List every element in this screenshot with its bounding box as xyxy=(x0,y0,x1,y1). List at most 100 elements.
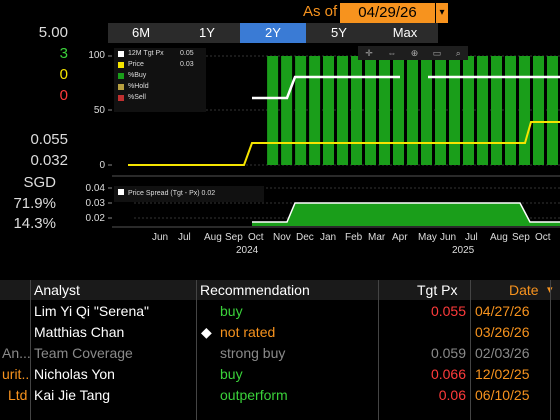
tab-max[interactable]: Max xyxy=(392,25,418,40)
col-divider xyxy=(378,280,379,420)
analyst-row[interactable]: Lim Yi Qi "Serena" buy 0.055 04/27/26 xyxy=(0,301,560,322)
currency-label: SGD xyxy=(23,174,56,191)
firm-cell xyxy=(2,322,30,342)
x-tick-label: Oct xyxy=(248,232,264,243)
pan-icon[interactable]: ⇔ xyxy=(387,48,397,58)
y-tick-0: 0 xyxy=(99,160,105,171)
percent-other-value: 14.3% xyxy=(13,215,56,232)
year-2025: 2025 xyxy=(452,245,475,256)
buy-bar xyxy=(505,56,516,165)
x-tick-label: Mar xyxy=(368,232,386,243)
col-divider xyxy=(30,280,31,420)
y2-tick-003: 0.03 xyxy=(86,198,106,209)
date-dropdown-icon[interactable]: ▾ xyxy=(436,3,448,23)
target-price-line xyxy=(252,75,400,100)
buy-bar xyxy=(323,56,334,165)
buy-bar xyxy=(365,56,376,165)
target-price-value: 0.055 xyxy=(30,131,68,148)
x-tick-label: Feb xyxy=(345,232,363,243)
col-header-tgt-px[interactable]: Tgt Px xyxy=(417,282,458,298)
price-line xyxy=(128,121,560,166)
sell-count: 0 xyxy=(59,87,68,104)
recommendation-cell: buy xyxy=(220,303,243,319)
zoom-in-icon[interactable]: ⊕ xyxy=(410,48,419,58)
date-cell: 04/27/26 xyxy=(475,303,530,319)
analyst-row[interactable]: urit...Nicholas Yon buy 0.066 12/02/25 xyxy=(0,364,560,385)
analyst-name: Team Coverage xyxy=(34,345,133,361)
spread-legend: Price Spread (Tgt - Px) 0.02 xyxy=(114,186,264,202)
sort-icon[interactable]: ▾ xyxy=(547,280,553,300)
as-of-date-field[interactable]: 04/29/26 xyxy=(340,3,435,23)
hold-count: 0 xyxy=(59,66,68,83)
legend-row-buy: %Buy xyxy=(114,70,206,81)
buy-bar xyxy=(393,56,404,165)
price-spread-area xyxy=(252,203,560,226)
tab-6m[interactable]: 6M xyxy=(131,25,151,40)
buy-bar xyxy=(267,56,279,165)
tab-1y[interactable]: 1Y xyxy=(199,25,215,40)
y2-tick-002: 0.02 xyxy=(86,213,106,224)
analyst-name: Lim Yi Qi "Serena" xyxy=(34,303,149,319)
legend-row-sell: %Sell xyxy=(114,92,206,103)
buy-bar xyxy=(547,56,558,165)
date-cell: 12/02/25 xyxy=(475,366,530,382)
buy-bar xyxy=(351,56,362,165)
crosshair-icon[interactable]: ✛ xyxy=(365,48,373,58)
y2-tick-004: 0.04 xyxy=(86,183,106,194)
x-tick-label: Jan xyxy=(320,232,336,243)
analyst-row[interactable]: Matthias Chan ◆ not rated 03/26/26 xyxy=(0,322,560,343)
col-divider xyxy=(550,280,551,420)
analyst-row[interactable]: Ltd Kai Jie Tang outperform 0.06 06/10/25 xyxy=(0,385,560,406)
buy-bar xyxy=(533,56,544,165)
buy-bar xyxy=(337,56,348,165)
col-divider xyxy=(196,280,197,420)
price-spread-line xyxy=(252,202,560,223)
x-tick-label: Jun xyxy=(152,232,168,243)
range-tabs: 6M 1Y 2Y 5Y Max xyxy=(108,23,438,43)
as-of-label: As of xyxy=(303,3,338,20)
y-tick-50: 50 xyxy=(94,105,106,116)
recommendation-cell: buy xyxy=(220,366,243,382)
recommendation-cell: not rated xyxy=(220,324,276,340)
col-divider xyxy=(470,280,471,420)
x-tick-label: Jul xyxy=(465,232,478,243)
y-tick-100: 100 xyxy=(88,50,105,61)
buy-bar xyxy=(449,56,460,165)
x-tick-label: May xyxy=(418,232,437,243)
buy-bar xyxy=(477,56,488,165)
col-header-recommendation[interactable]: Recommendation xyxy=(200,282,310,298)
magnifier-icon[interactable]: ⌕ xyxy=(455,48,461,58)
year-2024: 2024 xyxy=(236,245,259,256)
col-header-date[interactable]: Date xyxy=(509,282,539,298)
analyst-name: Nicholas Yon xyxy=(34,366,115,382)
x-tick-label: Oct xyxy=(535,232,551,243)
col-header-analyst[interactable]: Analyst xyxy=(34,282,80,298)
buy-bar xyxy=(491,56,502,165)
date-cell: 02/03/26 xyxy=(475,345,530,361)
buy-bar xyxy=(421,56,432,165)
legend-row-target: 12M Tgt Px 0.05 xyxy=(114,48,206,59)
date-cell: 03/26/26 xyxy=(475,324,530,340)
recommendation-cell: outperform xyxy=(220,387,288,403)
consensus-rating: 5.00 xyxy=(38,24,68,41)
tab-2y[interactable]: 2Y xyxy=(240,23,306,43)
analyst-name: Matthias Chan xyxy=(34,324,125,340)
tab-5y[interactable]: 5Y xyxy=(331,25,347,40)
buy-bar xyxy=(379,56,390,165)
target-price-cell: 0.066 xyxy=(430,366,466,382)
x-axis-ticks: Jun Jul Aug Sep Oct Nov Dec Jan Feb Mar Apr May Jun J… xyxy=(152,232,551,243)
zoom-box-icon[interactable]: ▭ xyxy=(432,48,442,58)
target-price-cell xyxy=(380,322,466,342)
buy-bar xyxy=(407,56,418,165)
buy-bar xyxy=(435,56,446,165)
buy-bar xyxy=(463,56,474,165)
firm-cell: urit... xyxy=(2,366,30,382)
analyst-row[interactable]: An... Team Coverage strong buy 0.059 02/03/2… xyxy=(0,343,560,364)
x-tick-label: Aug xyxy=(204,232,222,243)
firm-cell: Ltd xyxy=(8,387,28,403)
target-price-cell: 0.06 xyxy=(438,387,466,403)
x-tick-label: Jun xyxy=(440,232,456,243)
rating-change-diamond-icon: ◆ xyxy=(201,324,212,340)
buy-bar xyxy=(519,56,530,165)
firm-cell: An... xyxy=(2,345,30,361)
